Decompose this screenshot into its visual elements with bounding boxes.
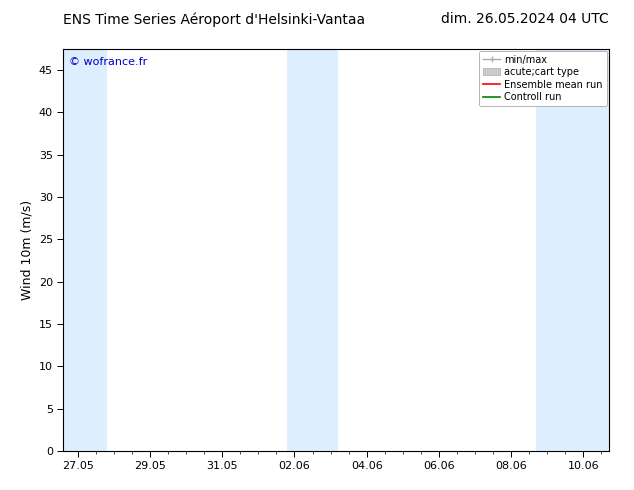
Bar bbox=[287, 49, 338, 451]
Legend: min/max, acute;cart type, Ensemble mean run, Controll run: min/max, acute;cart type, Ensemble mean … bbox=[479, 51, 607, 106]
Bar bbox=[536, 49, 609, 451]
Text: ENS Time Series Aéroport d'Helsinki-Vantaa: ENS Time Series Aéroport d'Helsinki-Vant… bbox=[63, 12, 366, 27]
Text: © wofrance.fr: © wofrance.fr bbox=[69, 57, 147, 67]
Y-axis label: Wind 10m (m/s): Wind 10m (m/s) bbox=[20, 200, 34, 300]
Text: dim. 26.05.2024 04 UTC: dim. 26.05.2024 04 UTC bbox=[441, 12, 609, 26]
Bar bbox=[63, 49, 107, 451]
